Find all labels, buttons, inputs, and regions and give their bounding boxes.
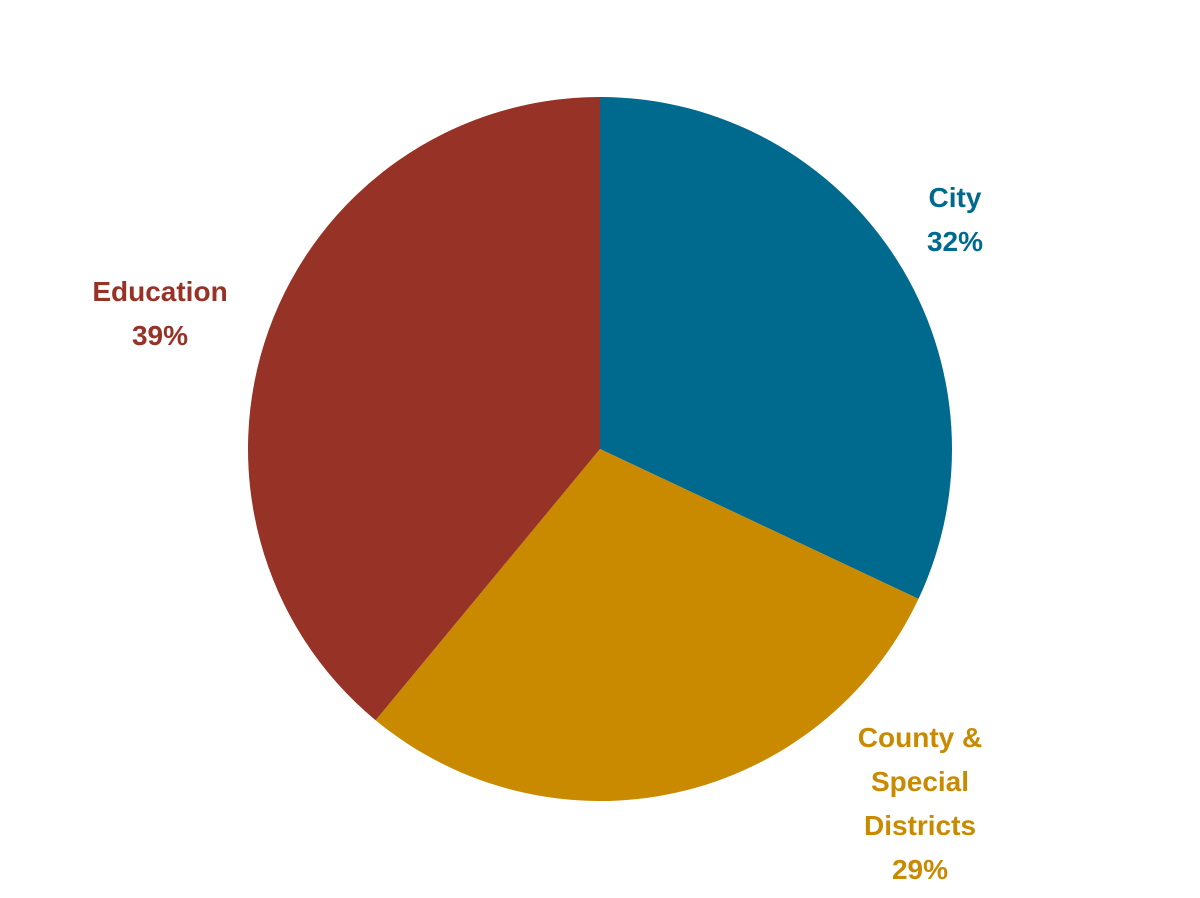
slice-label: City 32%	[870, 176, 1040, 264]
value-label: 32%	[926, 226, 984, 257]
slice-label: County & Special Districts 29%	[835, 716, 1005, 892]
category-label: County & Special Districts	[857, 722, 983, 841]
pie-slice	[600, 97, 952, 599]
value-label: 29%	[891, 854, 949, 885]
pie-slice	[375, 449, 919, 802]
slice-label: Education 39%	[75, 270, 245, 358]
category-label: Education	[92, 276, 228, 307]
pie-slice	[248, 97, 601, 721]
value-label: 39%	[131, 320, 189, 351]
category-label: City	[928, 182, 982, 213]
